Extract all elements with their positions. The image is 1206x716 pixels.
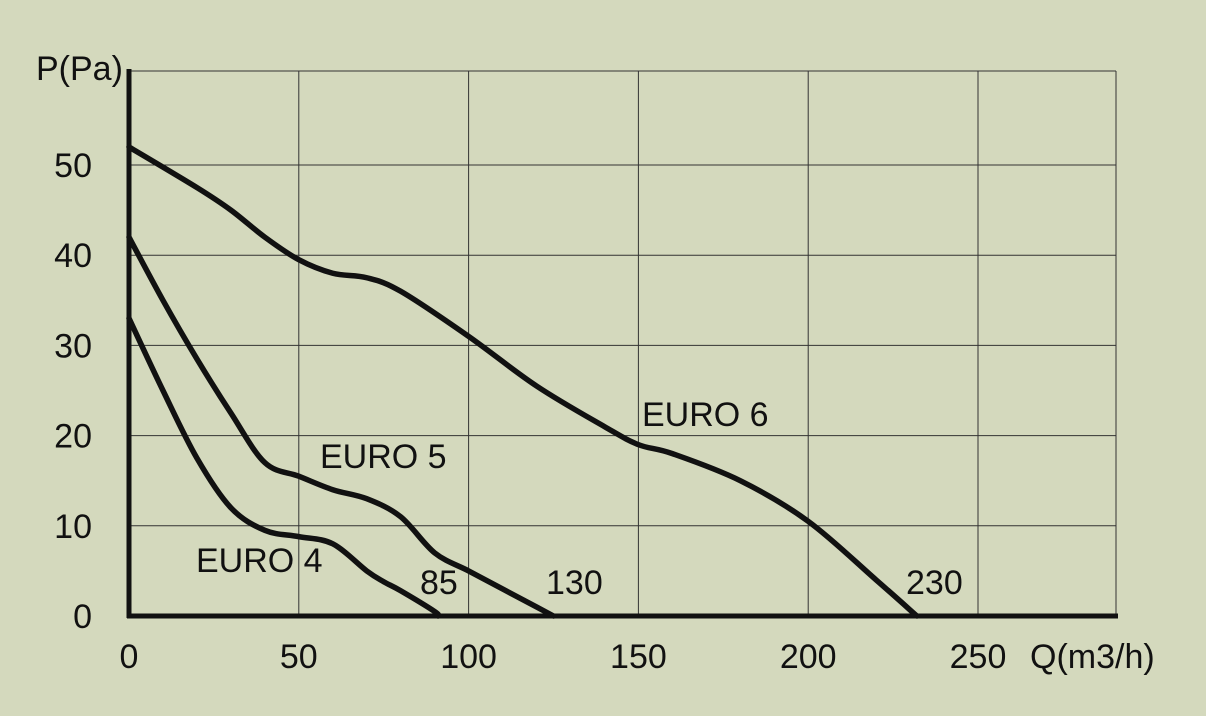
tick-labels: 0 50 100 150 200 250 0 10 20 30 40 50 [54,147,1006,676]
x-tick-label-0: 0 [120,638,139,676]
series-end-label-euro-5: 130 [546,564,603,602]
series-label-euro-4: EURO 4 [196,542,323,580]
x-tick-label-150: 150 [610,638,667,676]
series-line-euro-4 [126,315,442,619]
series-label-euro-6: EURO 6 [642,396,769,434]
y-tick-label-40: 40 [54,237,92,275]
x-axis-title: Q(m3/h) [1030,638,1155,676]
series-end-label-euro-6: 230 [906,564,963,602]
x-tick-label-50: 50 [280,638,318,676]
series-end-label-euro-4: 85 [420,564,458,602]
series-line-euro-6 [126,144,920,619]
y-tick-label-20: 20 [54,418,92,456]
series-label-euro-5: EURO 5 [320,438,447,476]
y-tick-label-30: 30 [54,327,92,365]
x-tick-label-250: 250 [950,638,1007,676]
y-tick-label-0: 0 [73,598,92,636]
y-tick-label-10: 10 [54,508,92,546]
series-line-euro-5 [126,234,557,619]
series-labels: EURO 4 85 EURO 5 130 EURO 6 230 [196,396,963,602]
x-tick-label-200: 200 [780,638,837,676]
grid [129,70,1117,616]
axes [126,69,1118,619]
curves [126,144,920,619]
x-tick-label-100: 100 [440,638,497,676]
y-axis-title: P(Pa) [36,50,123,88]
y-tick-label-50: 50 [54,147,92,185]
